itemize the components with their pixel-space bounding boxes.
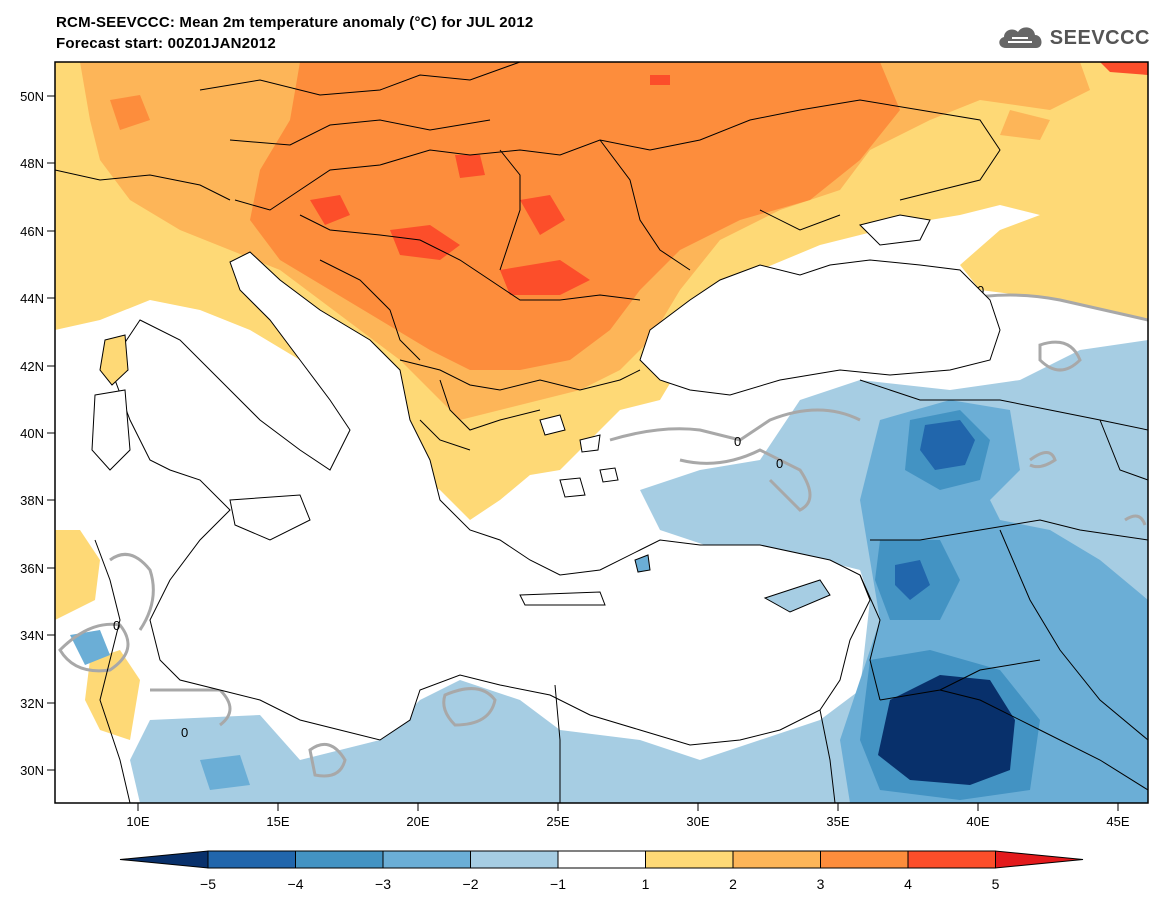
colorbar-box — [645, 850, 734, 869]
anomaly-zone-below-neg5 — [878, 675, 1015, 785]
colorbar-label: 1 — [642, 876, 650, 892]
colorbar-label: 2 — [729, 876, 737, 892]
colorbar-box — [732, 850, 821, 869]
colorbar-box — [295, 850, 384, 869]
islands — [91, 334, 831, 613]
lat-label-32n: 32N — [20, 696, 44, 711]
sea-areas — [114, 214, 1001, 746]
anomaly-zone-3-4 — [250, 62, 900, 370]
colorbar-max-triangle — [995, 850, 1084, 869]
crete — [519, 591, 606, 606]
lon-label-20e: 20E — [406, 814, 429, 829]
colorbar-box — [470, 850, 559, 869]
colorbar-label: 3 — [817, 876, 825, 892]
lon-label-15e: 15E — [266, 814, 289, 829]
seevccc-logo: SEEVCCC — [994, 22, 1150, 54]
lat-label-40n: 40N — [20, 426, 44, 441]
lat-label-46n: 46N — [20, 224, 44, 239]
lat-label-44n: 44N — [20, 291, 44, 306]
longitude-axis — [137, 803, 1119, 811]
colorbar-box — [907, 850, 996, 869]
colorbar-box — [207, 850, 296, 869]
svg-text:0: 0 — [113, 618, 120, 633]
colorbar-label: −5 — [200, 876, 216, 892]
colorbar-box — [557, 850, 646, 869]
anomaly-zone-neg-4-5 — [895, 420, 975, 600]
colorbar-label: −3 — [375, 876, 391, 892]
latitude-labels: 50N 48N 46N 44N 42N 40N 38N 36N 34N 32N … — [20, 89, 44, 778]
lon-label-25e: 25E — [546, 814, 569, 829]
colorbar-label: −2 — [463, 876, 479, 892]
longitude-labels: 10E 15E 20E 25E 30E 35E 40E 45E — [126, 814, 1129, 829]
aegean-islands — [539, 414, 619, 498]
colorbar-label: −4 — [288, 876, 304, 892]
rhodes — [634, 554, 651, 573]
logo-text: SEEVCCC — [1049, 26, 1150, 49]
country-borders — [55, 62, 1148, 803]
map-title: RCM-SEEVCCC: Mean 2m temperature anomaly… — [56, 14, 534, 31]
lon-label-45e: 45E — [1106, 814, 1129, 829]
sicily — [229, 494, 311, 541]
colorbar-box — [820, 850, 909, 869]
anomaly-fields: 0 0 0 0 0 — [55, 62, 1148, 803]
lat-label-48n: 48N — [20, 156, 44, 171]
colorbar-label: 4 — [904, 876, 912, 892]
cloud-icon — [999, 27, 1042, 48]
forecast-start-label: Forecast start: 00Z01JAN2012 — [56, 35, 276, 52]
cyprus — [763, 579, 831, 613]
sardinia — [91, 389, 131, 471]
lon-label-10e: 10E — [126, 814, 149, 829]
lat-label-50n: 50N — [20, 89, 44, 104]
lon-label-30e: 30E — [686, 814, 709, 829]
colorbar-min-triangle — [119, 850, 209, 869]
svg-text:0: 0 — [181, 725, 188, 740]
lat-label-30n: 30N — [20, 763, 44, 778]
lat-label-36n: 36N — [20, 561, 44, 576]
lon-label-35e: 35E — [826, 814, 849, 829]
lon-label-40e: 40E — [966, 814, 989, 829]
lat-label-34n: 34N — [20, 628, 44, 643]
colorbar-label: −1 — [550, 876, 566, 892]
colorbar: −5 −4 −3 −2 −1 1 2 3 4 5 — [119, 850, 1084, 892]
corsica — [99, 334, 129, 386]
svg-text:0: 0 — [776, 456, 783, 471]
lat-label-38n: 38N — [20, 493, 44, 508]
latitude-axis — [47, 95, 55, 771]
svg-text:0: 0 — [734, 434, 741, 449]
colorbar-label: 5 — [992, 876, 1000, 892]
lat-label-42n: 42N — [20, 359, 44, 374]
colorbar-box — [382, 850, 471, 869]
